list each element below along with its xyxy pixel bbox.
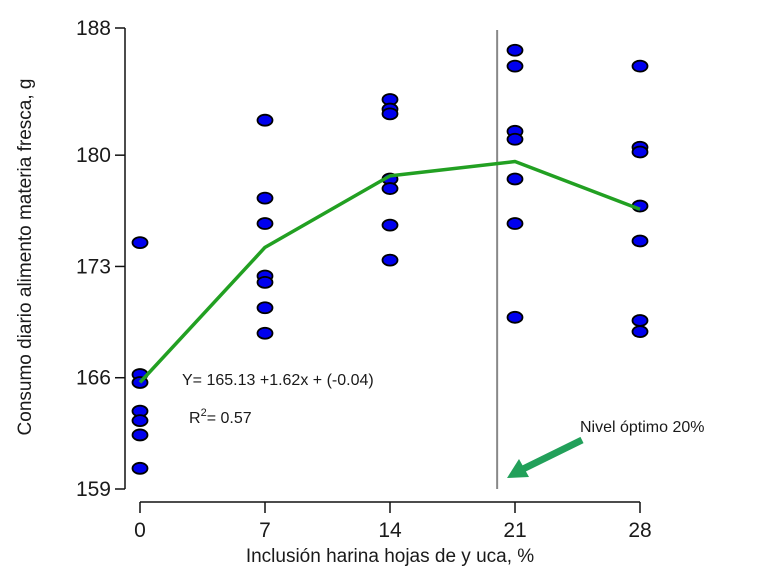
r-squared-label: R2= 0.57 [189, 407, 252, 427]
data-point [631, 59, 649, 73]
axes: 159 166 173 180 188 0 7 14 21 28 [76, 17, 652, 542]
optimum-arrow-head [507, 459, 529, 478]
r-squared-prefix: R [189, 410, 201, 427]
data-point [381, 107, 399, 121]
x-tick-label: 7 [259, 519, 271, 542]
y-axis-title: Consumo diario alimento materia fresca, … [15, 79, 36, 436]
optimum-arrow [507, 436, 584, 478]
x-tick-label: 14 [378, 519, 402, 542]
data-point [256, 217, 274, 230]
data-point [506, 132, 524, 146]
data-point [256, 191, 274, 205]
data-point [256, 326, 274, 340]
optimum-arrow-shaft [521, 436, 584, 473]
data-point [506, 217, 524, 230]
y-tick-label: 180 [76, 144, 111, 167]
data-point [631, 234, 649, 248]
data-point [381, 253, 399, 267]
data-point [506, 172, 524, 186]
x-tick-label: 28 [628, 519, 651, 542]
data-point [381, 218, 399, 232]
data-points [131, 43, 649, 475]
data-point [631, 145, 649, 159]
x-ticks: 0 7 14 21 28 [134, 502, 652, 542]
data-point [256, 301, 274, 315]
x-axis-title: Inclusión harina hojas de y uca, % [246, 546, 534, 567]
y-tick-label: 173 [76, 255, 111, 278]
r-squared-sup: 2 [201, 407, 207, 419]
optimum-label: Nivel óptimo 20% [580, 419, 705, 436]
data-point [256, 275, 274, 289]
trend-line [138, 159, 641, 384]
data-point [506, 59, 524, 73]
data-point [631, 314, 649, 327]
r-squared-suffix: = 0.57 [207, 410, 252, 427]
y-tick-label: 166 [76, 367, 111, 390]
data-point [131, 236, 149, 250]
data-point [131, 428, 149, 442]
data-point [506, 310, 524, 324]
data-point [381, 182, 399, 195]
data-point [131, 414, 149, 428]
equation-label: Y= 165.13 +1.62x + (-0.04) [182, 372, 374, 389]
x-tick-label: 0 [134, 519, 146, 542]
data-point [131, 461, 149, 475]
y-tick-label: 159 [76, 478, 111, 501]
data-point [631, 325, 649, 339]
data-point [256, 113, 274, 127]
y-tick-label: 188 [76, 17, 111, 40]
data-point [506, 43, 524, 57]
x-tick-label: 21 [503, 519, 526, 542]
y-ticks: 159 166 173 180 188 [76, 17, 125, 501]
